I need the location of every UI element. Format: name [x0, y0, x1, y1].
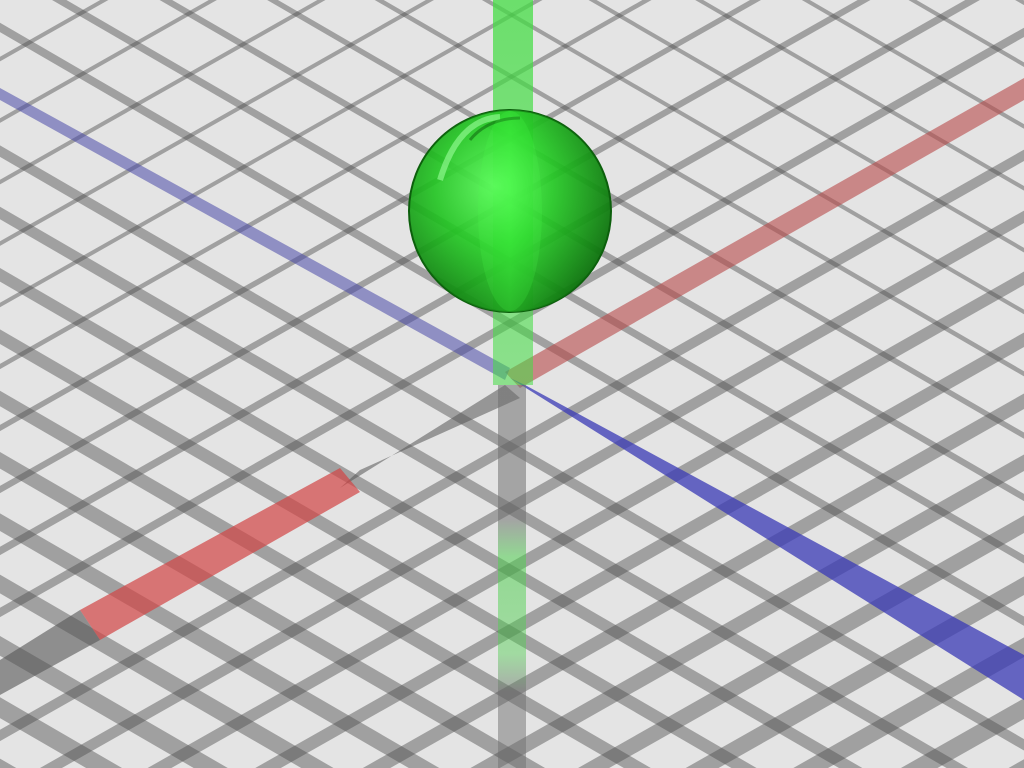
green-sphere[interactable]	[409, 110, 611, 312]
y-axis-below	[498, 385, 526, 768]
